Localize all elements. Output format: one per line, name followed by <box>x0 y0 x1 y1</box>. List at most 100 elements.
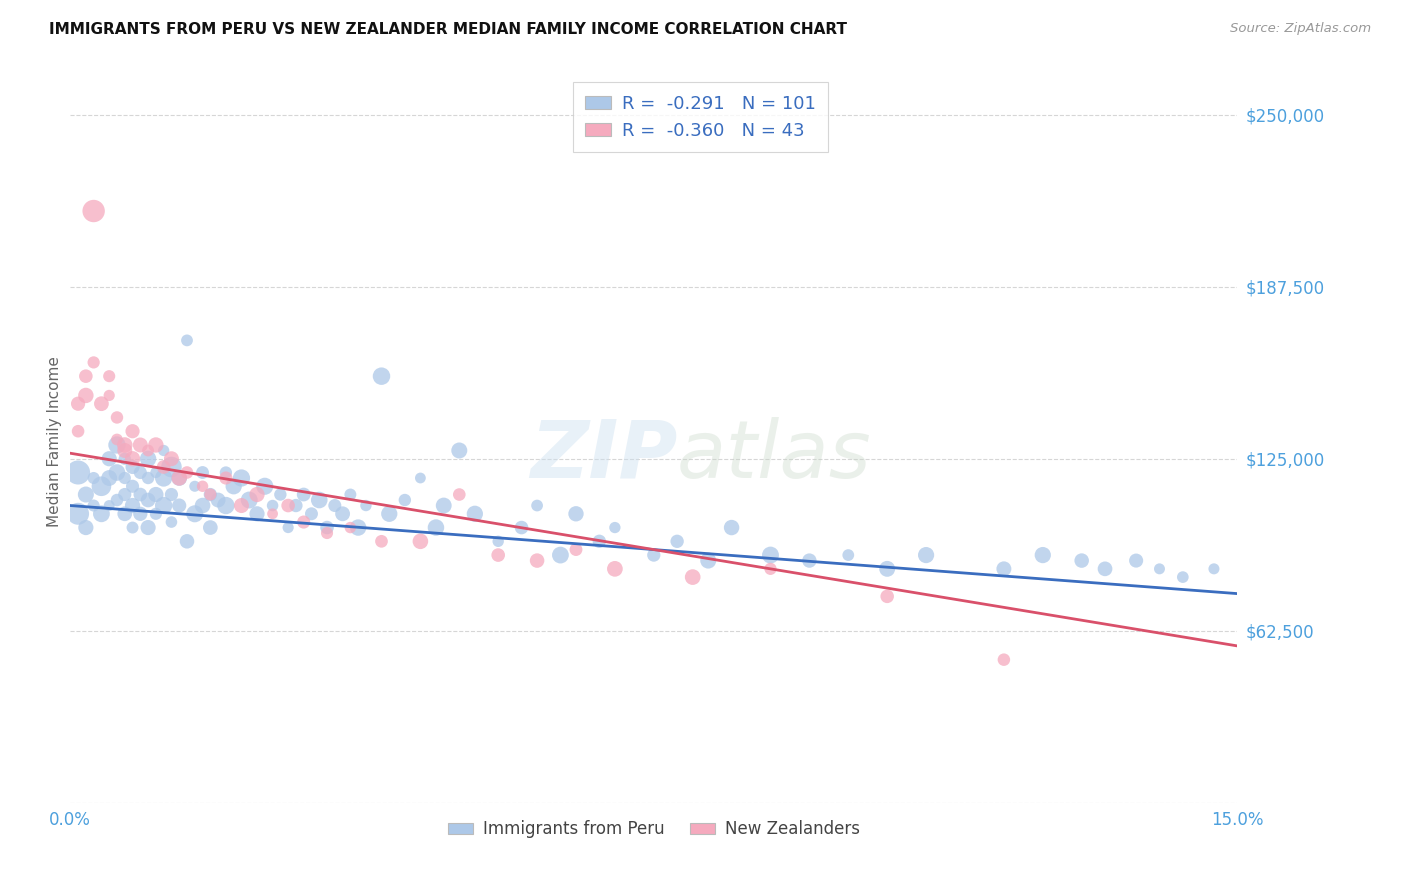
Point <box>876 562 898 576</box>
Point <box>603 520 626 534</box>
Point <box>526 553 548 567</box>
Point <box>121 424 143 438</box>
Point <box>720 520 742 534</box>
Point <box>152 471 174 485</box>
Point <box>105 493 128 508</box>
Point <box>160 515 183 529</box>
Point <box>136 451 159 466</box>
Point <box>83 471 105 485</box>
Point <box>332 507 354 521</box>
Point <box>993 653 1015 667</box>
Point <box>292 515 315 529</box>
Point <box>98 471 121 485</box>
Point <box>152 443 174 458</box>
Point <box>152 499 174 513</box>
Point <box>1171 570 1194 584</box>
Point <box>550 548 572 562</box>
Point <box>145 507 167 521</box>
Text: atlas: atlas <box>678 417 872 495</box>
Point <box>184 507 207 521</box>
Point <box>176 466 198 480</box>
Point <box>129 507 152 521</box>
Point <box>105 438 128 452</box>
Point <box>697 553 720 567</box>
Point <box>565 507 588 521</box>
Point <box>759 548 782 562</box>
Point <box>121 451 143 466</box>
Point <box>449 487 471 501</box>
Point <box>837 548 859 562</box>
Point <box>114 487 136 501</box>
Point <box>409 534 432 549</box>
Point <box>200 520 222 534</box>
Point <box>75 487 97 501</box>
Point <box>370 534 392 549</box>
Point <box>114 451 136 466</box>
Point <box>1094 562 1116 576</box>
Point <box>231 499 253 513</box>
Point <box>215 499 238 513</box>
Point <box>114 443 136 458</box>
Point <box>1125 553 1147 567</box>
Text: ZIP: ZIP <box>530 417 678 495</box>
Legend: Immigrants from Peru, New Zealanders: Immigrants from Peru, New Zealanders <box>441 814 866 845</box>
Point <box>565 542 588 557</box>
Point <box>269 487 291 501</box>
Point <box>486 548 509 562</box>
Point <box>90 507 112 521</box>
Point <box>167 471 190 485</box>
Point <box>75 520 97 534</box>
Point <box>75 369 97 384</box>
Point <box>799 553 821 567</box>
Point <box>105 433 128 447</box>
Point <box>176 534 198 549</box>
Y-axis label: Median Family Income: Median Family Income <box>46 356 62 527</box>
Point <box>915 548 938 562</box>
Point <box>1070 553 1092 567</box>
Point <box>425 520 447 534</box>
Point <box>370 369 392 384</box>
Point <box>121 520 143 534</box>
Point <box>83 204 105 219</box>
Point <box>246 487 269 501</box>
Point <box>339 520 361 534</box>
Point <box>262 507 284 521</box>
Point <box>308 493 330 508</box>
Point <box>145 466 167 480</box>
Point <box>114 438 136 452</box>
Point <box>136 520 159 534</box>
Point <box>284 499 307 513</box>
Point <box>876 590 898 604</box>
Point <box>253 479 276 493</box>
Point <box>262 499 284 513</box>
Point <box>215 466 238 480</box>
Point <box>603 562 626 576</box>
Point <box>510 520 533 534</box>
Point <box>526 499 548 513</box>
Point <box>292 487 315 501</box>
Point <box>129 487 152 501</box>
Point <box>160 460 183 475</box>
Point <box>215 471 238 485</box>
Point <box>83 499 105 513</box>
Point <box>394 493 416 508</box>
Point <box>105 466 128 480</box>
Point <box>160 451 183 466</box>
Point <box>136 493 159 508</box>
Point <box>145 438 167 452</box>
Point <box>98 451 121 466</box>
Point <box>114 507 136 521</box>
Point <box>145 487 167 501</box>
Point <box>129 466 152 480</box>
Point <box>759 562 782 576</box>
Point <box>339 487 361 501</box>
Point <box>136 471 159 485</box>
Point <box>666 534 689 549</box>
Point <box>90 397 112 411</box>
Point <box>191 479 214 493</box>
Point <box>114 471 136 485</box>
Point <box>160 487 183 501</box>
Point <box>121 479 143 493</box>
Point <box>90 479 112 493</box>
Point <box>277 499 299 513</box>
